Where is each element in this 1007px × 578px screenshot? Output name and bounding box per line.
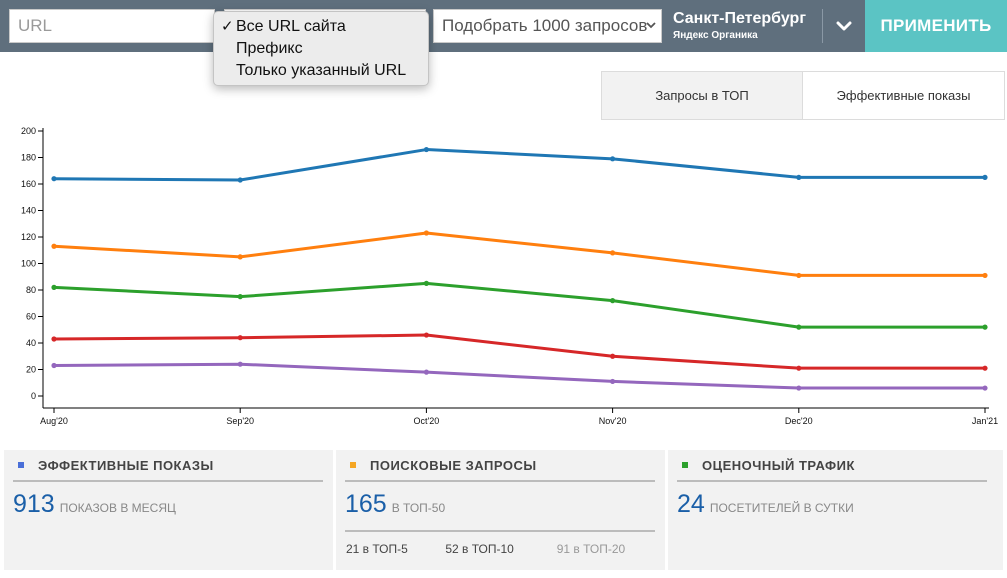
dropdown-option-prefix[interactable]: Префикс — [214, 38, 428, 60]
series-line-3 — [53, 333, 985, 370]
metric-value: 913 — [13, 490, 55, 518]
divider — [822, 9, 823, 43]
series-2-point — [982, 324, 988, 330]
dropdown-option-all-urls[interactable]: ✓ Все URL сайта — [214, 16, 428, 38]
y-tick-label: 100 — [21, 259, 36, 269]
series-2-point — [237, 294, 243, 300]
divider — [345, 530, 655, 532]
series-4-point — [51, 362, 57, 369]
y-tick-label: 60 — [26, 312, 36, 322]
metric-label: ПОКАЗОВ В МЕСЯЦ — [59, 501, 176, 515]
url-scope-dropdown: ✓ Все URL сайта Префикс Только указанный… — [213, 11, 429, 86]
top20-count: 91 в ТОП-20 — [556, 542, 626, 556]
panel-title: ЭФФЕКТИВНЫЕ ПОКАЗЫ — [38, 457, 214, 473]
y-tick-label: 20 — [26, 365, 36, 375]
series-line-4 — [53, 362, 985, 390]
tab-label: Эффективные показы — [836, 88, 971, 103]
checkmark-icon: ✓ — [221, 18, 234, 35]
metric-value: 24 — [677, 490, 705, 518]
y-tick-label: 180 — [21, 153, 36, 163]
series-0-point — [982, 174, 988, 180]
series-1-point — [982, 272, 988, 279]
option-label: Префикс — [236, 40, 303, 57]
stats-panel-queries: ПОИСКОВЫЕ ЗАПРОСЫ 165 В ТОП-50 21 в ТОП-… — [336, 450, 665, 570]
x-tick-label: Nov'20 — [599, 416, 627, 426]
divider — [13, 480, 323, 482]
legend-square-icon — [682, 462, 688, 468]
series-0-point — [51, 176, 57, 182]
y-tick-label: 200 — [21, 126, 36, 136]
y-tick-label: 80 — [26, 285, 36, 295]
series-2-point — [610, 298, 616, 304]
dropdown-option-exact-url[interactable]: Только указанный URL — [214, 60, 428, 82]
region-city: Санкт-Петербург — [673, 10, 806, 27]
x-tick-label: Aug'20 — [40, 416, 68, 426]
chevron-down-icon — [836, 21, 851, 31]
legend-square-icon — [18, 462, 24, 468]
tab-label: Запросы в ТОП — [655, 88, 749, 103]
series-3-point — [982, 365, 988, 371]
series-4-point — [610, 378, 616, 385]
chevron-down-icon — [646, 22, 656, 29]
stats-panel-traffic: ОЦЕНОЧНЫЙ ТРАФИК 24 ПОСЕТИТЕЛЕЙ В СУТКИ — [668, 450, 1003, 570]
series-1-point — [237, 254, 243, 260]
option-label: Только указанный URL — [236, 62, 407, 79]
x-tick-label: Jan'21 — [972, 416, 998, 426]
filter-bar: Подобрать 1000 запросов Санкт-Петербург … — [0, 0, 1007, 52]
series-1-point — [610, 250, 616, 256]
series-line-2 — [53, 281, 985, 329]
series-1-point — [51, 243, 57, 249]
url-input[interactable] — [9, 9, 215, 43]
series-3-point — [610, 353, 616, 359]
legend-square-icon — [350, 462, 356, 468]
y-tick-label: 160 — [21, 179, 36, 189]
series-4-point — [796, 385, 802, 391]
y-tick-label: 120 — [21, 232, 36, 242]
series-0-point — [610, 156, 616, 162]
series-0-point — [237, 177, 243, 183]
option-label: Все URL сайта — [236, 18, 346, 35]
series-2-point — [796, 324, 802, 330]
series-3-point — [796, 365, 802, 371]
metric-label: В ТОП-50 — [391, 501, 446, 515]
region-engine: Яндекс Органика — [673, 30, 758, 41]
series-line-0 — [53, 148, 985, 182]
series-3-point — [237, 335, 243, 341]
tab-effective-impressions[interactable]: Эффективные показы — [802, 71, 1005, 120]
line-chart: 0 20 40 60 80 100 120 140 160 180 200 Aug'20 Sep'20 O… — [21, 126, 998, 426]
divider — [677, 480, 987, 482]
series-2-point — [423, 280, 429, 286]
series-0-point — [796, 174, 802, 180]
region-selector[interactable]: Санкт-Петербург Яндекс Органика — [673, 9, 818, 45]
top5-count: 21 в ТОП-5 — [346, 542, 408, 556]
x-tick-label: Oct'20 — [414, 416, 440, 426]
x-tick-label: Sep'20 — [226, 416, 254, 426]
series-1-point — [423, 230, 429, 236]
series-1-point — [796, 272, 802, 279]
stats-panel-impressions: ЭФФЕКТИВНЫЕ ПОКАЗЫ 913 ПОКАЗОВ В МЕСЯЦ — [4, 450, 333, 570]
y-tick-label: 140 — [21, 206, 36, 216]
top10-count: 52 в ТОП-10 — [445, 542, 514, 556]
series-3-point — [423, 332, 429, 338]
region-dropdown-toggle[interactable] — [823, 4, 864, 48]
tab-top-queries[interactable]: Запросы в ТОП — [601, 71, 803, 120]
series-4-point — [423, 369, 429, 375]
series-2-point — [51, 284, 57, 290]
divider — [345, 480, 655, 482]
series-line-1 — [53, 231, 985, 277]
query-count-value: Подобрать 1000 запросов — [442, 16, 648, 35]
panel-title: ПОИСКОВЫЕ ЗАПРОСЫ — [370, 457, 537, 473]
query-count-select[interactable]: Подобрать 1000 запросов — [433, 9, 662, 43]
y-tick-label: 0 — [31, 391, 36, 401]
apply-button[interactable]: ПРИМЕНИТЬ — [865, 0, 1007, 52]
metric-value: 165 — [345, 490, 387, 518]
series-4-point — [237, 361, 243, 367]
series-3-point — [51, 336, 57, 342]
x-tick-label: Dec'20 — [785, 416, 813, 426]
metric-label: ПОСЕТИТЕЛЕЙ В СУТКИ — [709, 501, 854, 515]
y-tick-label: 40 — [26, 338, 36, 348]
series-0-point — [423, 146, 429, 153]
series-4-point — [982, 385, 988, 391]
panel-title: ОЦЕНОЧНЫЙ ТРАФИК — [702, 457, 855, 473]
